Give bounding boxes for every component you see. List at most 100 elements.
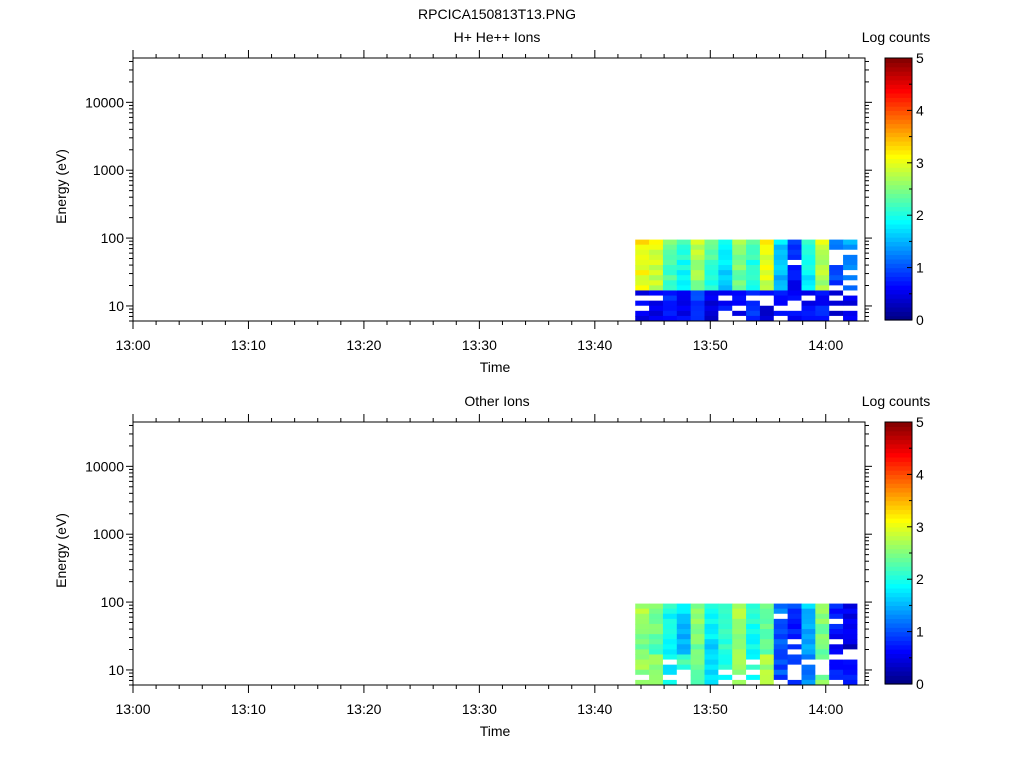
heatmap-cell: [815, 310, 830, 317]
colorbar-segment: [885, 136, 912, 142]
heatmap-cell: [801, 249, 816, 256]
heatmap-cell: [690, 285, 706, 291]
heatmap-cell: [704, 259, 719, 266]
heatmap-cell: [635, 634, 650, 640]
heatmap-cell: [801, 315, 816, 322]
heatmap-cell: [635, 254, 650, 261]
heatmap-cell: [801, 669, 816, 676]
heatmap-cell: [829, 639, 844, 645]
colorbar-segment: [885, 553, 912, 558]
heatmap-cell: [829, 618, 844, 625]
colorbar-segment: [885, 114, 912, 120]
heatmap-cell: [759, 613, 775, 620]
heatmap-cell: [676, 618, 692, 625]
heatmap-cell: [801, 300, 816, 307]
colorbar-segment: [885, 145, 912, 151]
heatmap-cell: [704, 634, 719, 640]
heatmap-cell: [690, 290, 706, 297]
heatmap-cell: [773, 315, 789, 322]
heatmap-cell: [815, 608, 830, 615]
heatmap-cell: [704, 654, 719, 661]
heatmap-cell: [676, 270, 692, 276]
y-tick-label: 100: [101, 230, 125, 246]
x-axis-label: Time: [480, 359, 511, 375]
heatmap-cell: [704, 618, 719, 625]
heatmap-cell: [746, 315, 761, 322]
colorbar-segment: [885, 123, 912, 129]
heatmap-cell: [662, 310, 678, 317]
colorbar-segment: [885, 193, 912, 199]
heatmap-cell: [829, 280, 844, 286]
colorbar-segment: [885, 662, 912, 668]
heatmap-cell: [815, 285, 830, 291]
colorbar-segment: [885, 232, 912, 238]
heatmap-cell: [801, 270, 816, 276]
colorbar-segment: [885, 583, 912, 589]
heatmap-cell: [787, 310, 802, 317]
colorbar-segment: [885, 97, 912, 103]
heatmap-cell: [801, 613, 816, 620]
heatmap-cell: [635, 244, 650, 251]
heatmap-cell: [773, 623, 789, 630]
heatmap-cell: [635, 270, 650, 276]
heatmap-cell: [843, 634, 858, 640]
heatmap-cell: [662, 644, 678, 650]
heatmap-cell: [843, 254, 858, 261]
heatmap-cell: [759, 674, 775, 681]
heatmap-cell: [773, 265, 789, 271]
heatmap-cell: [746, 249, 761, 256]
colorbar-segment: [885, 670, 912, 676]
heatmap-cell: [843, 244, 858, 251]
colorbar-segment: [885, 679, 912, 685]
heatmap-cell: [649, 270, 664, 276]
heatmap-cell: [635, 629, 650, 635]
colorbar-segment: [885, 84, 912, 90]
heatmap-cell: [662, 315, 678, 322]
heatmap-cell: [787, 618, 802, 625]
heatmap-cell: [815, 618, 830, 625]
colorbar-segment: [885, 140, 912, 146]
heatmap-cell: [635, 608, 650, 615]
heatmap-cell: [787, 623, 802, 630]
heatmap-cell: [829, 649, 844, 655]
heatmap-cell: [662, 295, 678, 302]
heatmap-cell: [843, 639, 858, 645]
heatmap-cell: [773, 270, 789, 276]
heatmap-cell: [732, 618, 747, 625]
colorbar-segment: [885, 456, 912, 462]
heatmap-cell: [773, 669, 789, 676]
heatmap-cell: [773, 608, 789, 615]
heatmap-cell: [815, 679, 830, 686]
heatmap-cell: [649, 654, 664, 661]
colorbar-segment: [885, 644, 912, 650]
heatmap-cell: [746, 603, 761, 610]
heatmap-cell: [759, 623, 775, 630]
colorbar-tick-label: 1: [916, 260, 924, 276]
heatmap-cell: [704, 275, 719, 281]
colorbar-segment: [885, 596, 912, 602]
colorbar-segment: [885, 535, 912, 541]
colorbar-segment: [885, 483, 912, 489]
x-tick-label: 13:30: [462, 337, 497, 353]
heatmap-cell: [732, 290, 747, 297]
heatmap-cell: [690, 669, 706, 676]
heatmap-cell: [801, 644, 816, 650]
y-axis-label: Energy (eV): [53, 149, 69, 224]
heatmap-cell: [732, 305, 747, 312]
heatmap-cell: [690, 300, 706, 307]
heatmap-cell: [787, 270, 802, 276]
heatmap-cell: [704, 623, 719, 630]
heatmap-cell: [787, 239, 802, 246]
heatmap-cell: [746, 285, 761, 291]
heatmap-cell: [676, 315, 692, 322]
heatmap-cell: [690, 649, 706, 655]
heatmap-cell: [662, 613, 678, 620]
heatmap-cell: [759, 239, 775, 246]
heatmap-cell: [759, 305, 775, 312]
heatmap-cell: [718, 249, 733, 256]
heatmap-cell: [732, 679, 747, 686]
heatmap-cell: [649, 644, 664, 650]
heatmap-cell: [843, 280, 858, 286]
colorbar-segment: [885, 422, 912, 427]
